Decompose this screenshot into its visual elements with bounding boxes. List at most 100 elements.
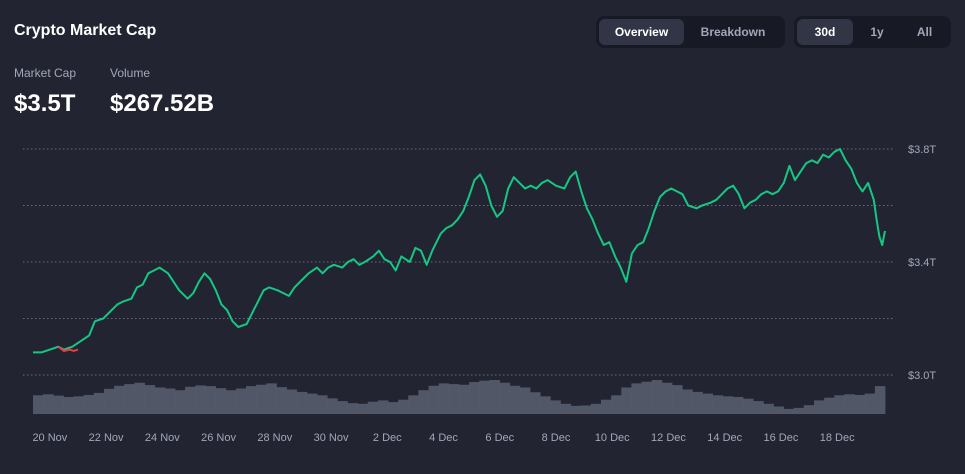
volume-bar — [347, 403, 358, 414]
tab-breakdown[interactable]: Breakdown — [700, 25, 766, 39]
volume-bar — [560, 403, 571, 414]
x-tick-label: 22 Nov — [89, 432, 124, 444]
volume-bar — [631, 383, 642, 414]
volume-stat: Volume $267.52B — [110, 66, 214, 118]
volume-bar — [590, 403, 602, 414]
volume-bar — [215, 388, 227, 414]
volume-bar — [651, 380, 663, 414]
volume-bar — [327, 398, 338, 414]
x-tick-label: 18 Dec — [820, 432, 855, 444]
volume-bar — [408, 395, 419, 414]
volume-bar — [783, 408, 795, 414]
volume-bar — [114, 385, 125, 414]
volume-bar — [418, 390, 429, 414]
x-tick-label: 14 Dec — [707, 432, 742, 444]
x-tick-label: 6 Dec — [485, 432, 514, 444]
volume-bar — [611, 395, 622, 414]
volume-bar — [469, 382, 480, 414]
range-all-button[interactable]: All — [916, 25, 933, 39]
volume-bar — [33, 395, 44, 414]
x-tick-label: 26 Nov — [201, 432, 236, 444]
volume-bar — [428, 385, 440, 414]
x-tick-label: 24 Nov — [145, 432, 180, 444]
volume-bar — [235, 388, 247, 414]
volume-bar — [682, 389, 693, 414]
volume-bar — [874, 386, 886, 414]
volume-bar — [367, 401, 379, 414]
volume-bar — [154, 387, 166, 414]
volume-bar — [286, 389, 298, 414]
volume-bar — [814, 400, 825, 414]
y-tick-label: $3.4T — [908, 257, 936, 269]
volume-bar — [276, 387, 287, 414]
volume-bar — [732, 397, 744, 414]
x-tick-label: 20 Nov — [32, 432, 67, 444]
x-tick-label: 8 Dec — [542, 432, 571, 444]
volume-bar — [438, 383, 450, 414]
volume-bar — [712, 395, 724, 414]
volume-bar — [296, 391, 308, 414]
volume-bar — [824, 397, 835, 414]
volume-bar — [834, 395, 845, 414]
range-toggle: 30d 1y All — [794, 16, 951, 48]
volume-bar — [479, 380, 490, 414]
volume-bar — [580, 405, 592, 414]
x-tick-label: 2 Dec — [373, 432, 402, 444]
volume-bar — [225, 390, 237, 414]
volume-bar — [489, 380, 500, 414]
volume-bar — [844, 394, 855, 414]
volume-bar — [83, 394, 95, 414]
volume-bar — [601, 399, 612, 414]
volume-bar — [763, 403, 774, 414]
volume-bar — [398, 399, 409, 414]
volume-bar — [519, 387, 531, 414]
range-1y-button[interactable]: 1y — [870, 25, 884, 39]
x-tick-label: 10 Dec — [595, 432, 630, 444]
volume-bar — [641, 381, 653, 414]
volume-bar — [753, 401, 764, 414]
volume-bar — [124, 384, 135, 414]
volume-bar — [93, 392, 105, 414]
volume-bar — [550, 400, 561, 414]
volume-bar — [164, 388, 176, 414]
volume-bar — [185, 386, 196, 414]
volume-bar — [377, 400, 389, 414]
volume-bar — [743, 398, 754, 414]
y-tick-label: $3.8T — [908, 144, 936, 156]
volume-bar — [195, 385, 206, 414]
range-30d-button[interactable]: 30d — [797, 19, 853, 45]
x-tick-label: 4 Dec — [429, 432, 458, 444]
volume-bar — [793, 407, 805, 414]
volume-bar — [702, 393, 713, 414]
volume-bar — [104, 388, 115, 414]
x-tick-label: 28 Nov — [257, 432, 292, 444]
volume-bar — [43, 394, 54, 414]
x-tick-label: 30 Nov — [314, 432, 349, 444]
volume-bar — [661, 382, 673, 414]
market-cap-label: Market Cap — [14, 66, 77, 80]
volume-bar — [672, 385, 683, 414]
volume-bar — [256, 384, 267, 414]
volume-bar — [134, 382, 145, 414]
volume-bar — [53, 395, 64, 414]
volume-bar — [306, 393, 318, 414]
market-cap-line — [33, 148, 886, 354]
tab-overview[interactable]: Overview — [599, 19, 684, 45]
market-cap-value: $3.5T — [14, 90, 76, 117]
volume-bar — [144, 385, 156, 414]
view-toggle: Overview Breakdown — [596, 16, 785, 48]
volume-bar — [205, 386, 216, 414]
volume-bar — [175, 390, 186, 414]
y-tick-label: $3.0T — [908, 370, 936, 382]
page-title: Crypto Market Cap — [14, 22, 157, 39]
volume-bar — [773, 406, 784, 414]
volume-bar — [73, 396, 85, 414]
volume-bar — [864, 393, 876, 414]
volume-bar — [357, 403, 369, 414]
x-tick-label: 16 Dec — [764, 432, 799, 444]
volume-bar — [570, 405, 582, 414]
market-cap-stat: Market Cap $3.5T — [14, 66, 76, 118]
volume-bar — [388, 402, 399, 414]
volume-bar — [540, 396, 551, 414]
